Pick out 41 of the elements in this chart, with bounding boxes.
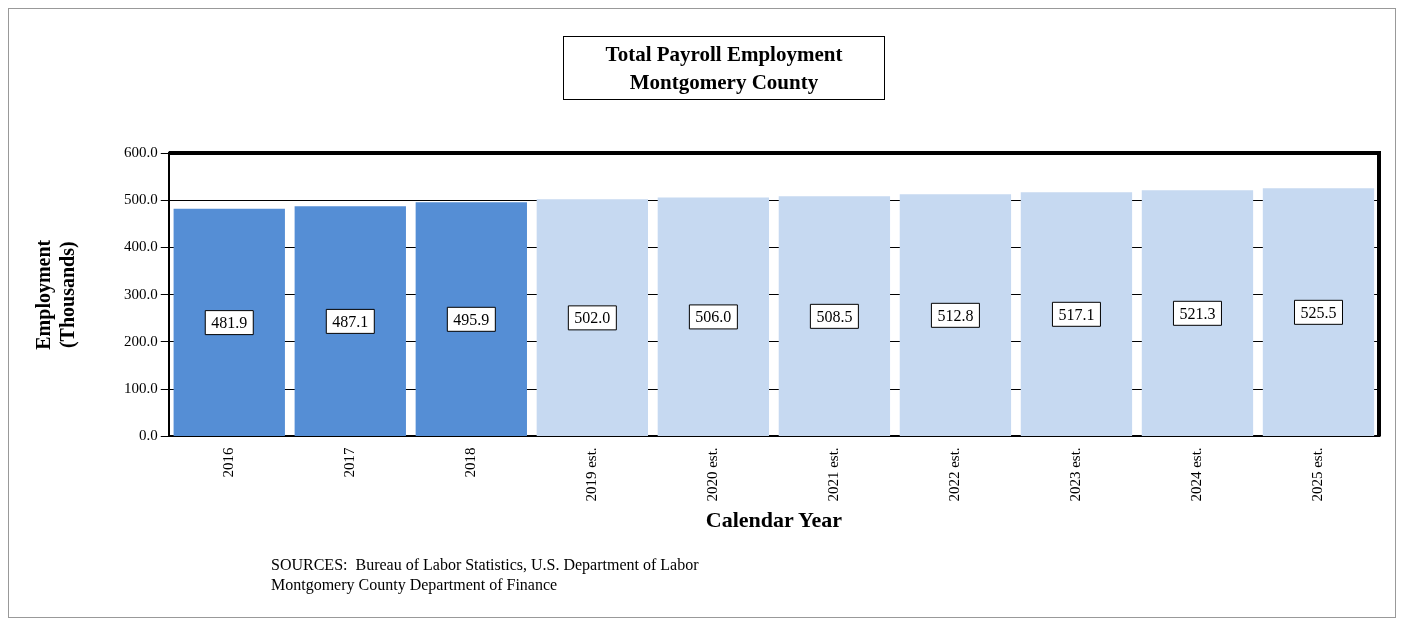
x-tick-label: 2021 est. — [825, 447, 842, 502]
y-tick-label: 400.0 — [124, 238, 158, 255]
x-tick-label: 2020 est. — [704, 447, 721, 502]
source-note: SOURCES: Bureau of Labor Statistics, U.S. Department of Labor Montgomery County Department of Finance — [271, 555, 699, 595]
x-tick-label: 2019 est. — [583, 447, 600, 502]
bar — [294, 206, 406, 436]
x-tick-label: 2022 est. — [946, 447, 963, 502]
y-tick-label: 600.0 — [124, 143, 158, 160]
bar — [778, 196, 891, 436]
y-tick-label: 100.0 — [124, 380, 158, 397]
data-label: 508.5 — [816, 307, 853, 325]
data-label: 525.5 — [1300, 303, 1337, 321]
data-label: 506.0 — [695, 308, 732, 326]
y-axis-title: Employment (Thousands) — [32, 239, 80, 350]
bar — [1020, 192, 1133, 436]
bar — [536, 199, 649, 436]
data-label: 481.9 — [211, 313, 248, 331]
y-tick-label: 200.0 — [124, 332, 158, 349]
bar — [657, 197, 770, 436]
x-tick-label: 2017 — [341, 446, 358, 478]
data-label: 512.8 — [937, 306, 974, 324]
data-label: 495.9 — [453, 310, 490, 328]
x-tick-label: 2018 — [462, 447, 479, 478]
y-tick-label: 0.0 — [139, 427, 158, 444]
x-tick-label: 2025 est. — [1309, 447, 1326, 502]
x-tick-label: 2024 est. — [1188, 447, 1205, 502]
data-label: 502.0 — [574, 309, 611, 327]
x-tick-label: 2023 est. — [1067, 447, 1084, 502]
data-label: 487.1 — [332, 312, 369, 330]
bar — [1141, 190, 1254, 436]
x-axis-title: Calendar Year — [705, 507, 843, 533]
data-label: 517.1 — [1058, 305, 1095, 323]
chart-title: Total Payroll Employment Montgomery County — [604, 41, 844, 96]
bar — [415, 202, 527, 436]
bar — [1262, 188, 1375, 436]
bar — [173, 208, 285, 436]
y-tick-label: 500.0 — [124, 191, 158, 208]
bar — [899, 194, 1012, 436]
y-tick-label: 300.0 — [124, 285, 158, 302]
data-label: 521.3 — [1179, 304, 1216, 322]
x-tick-label: 2016 — [220, 446, 237, 478]
